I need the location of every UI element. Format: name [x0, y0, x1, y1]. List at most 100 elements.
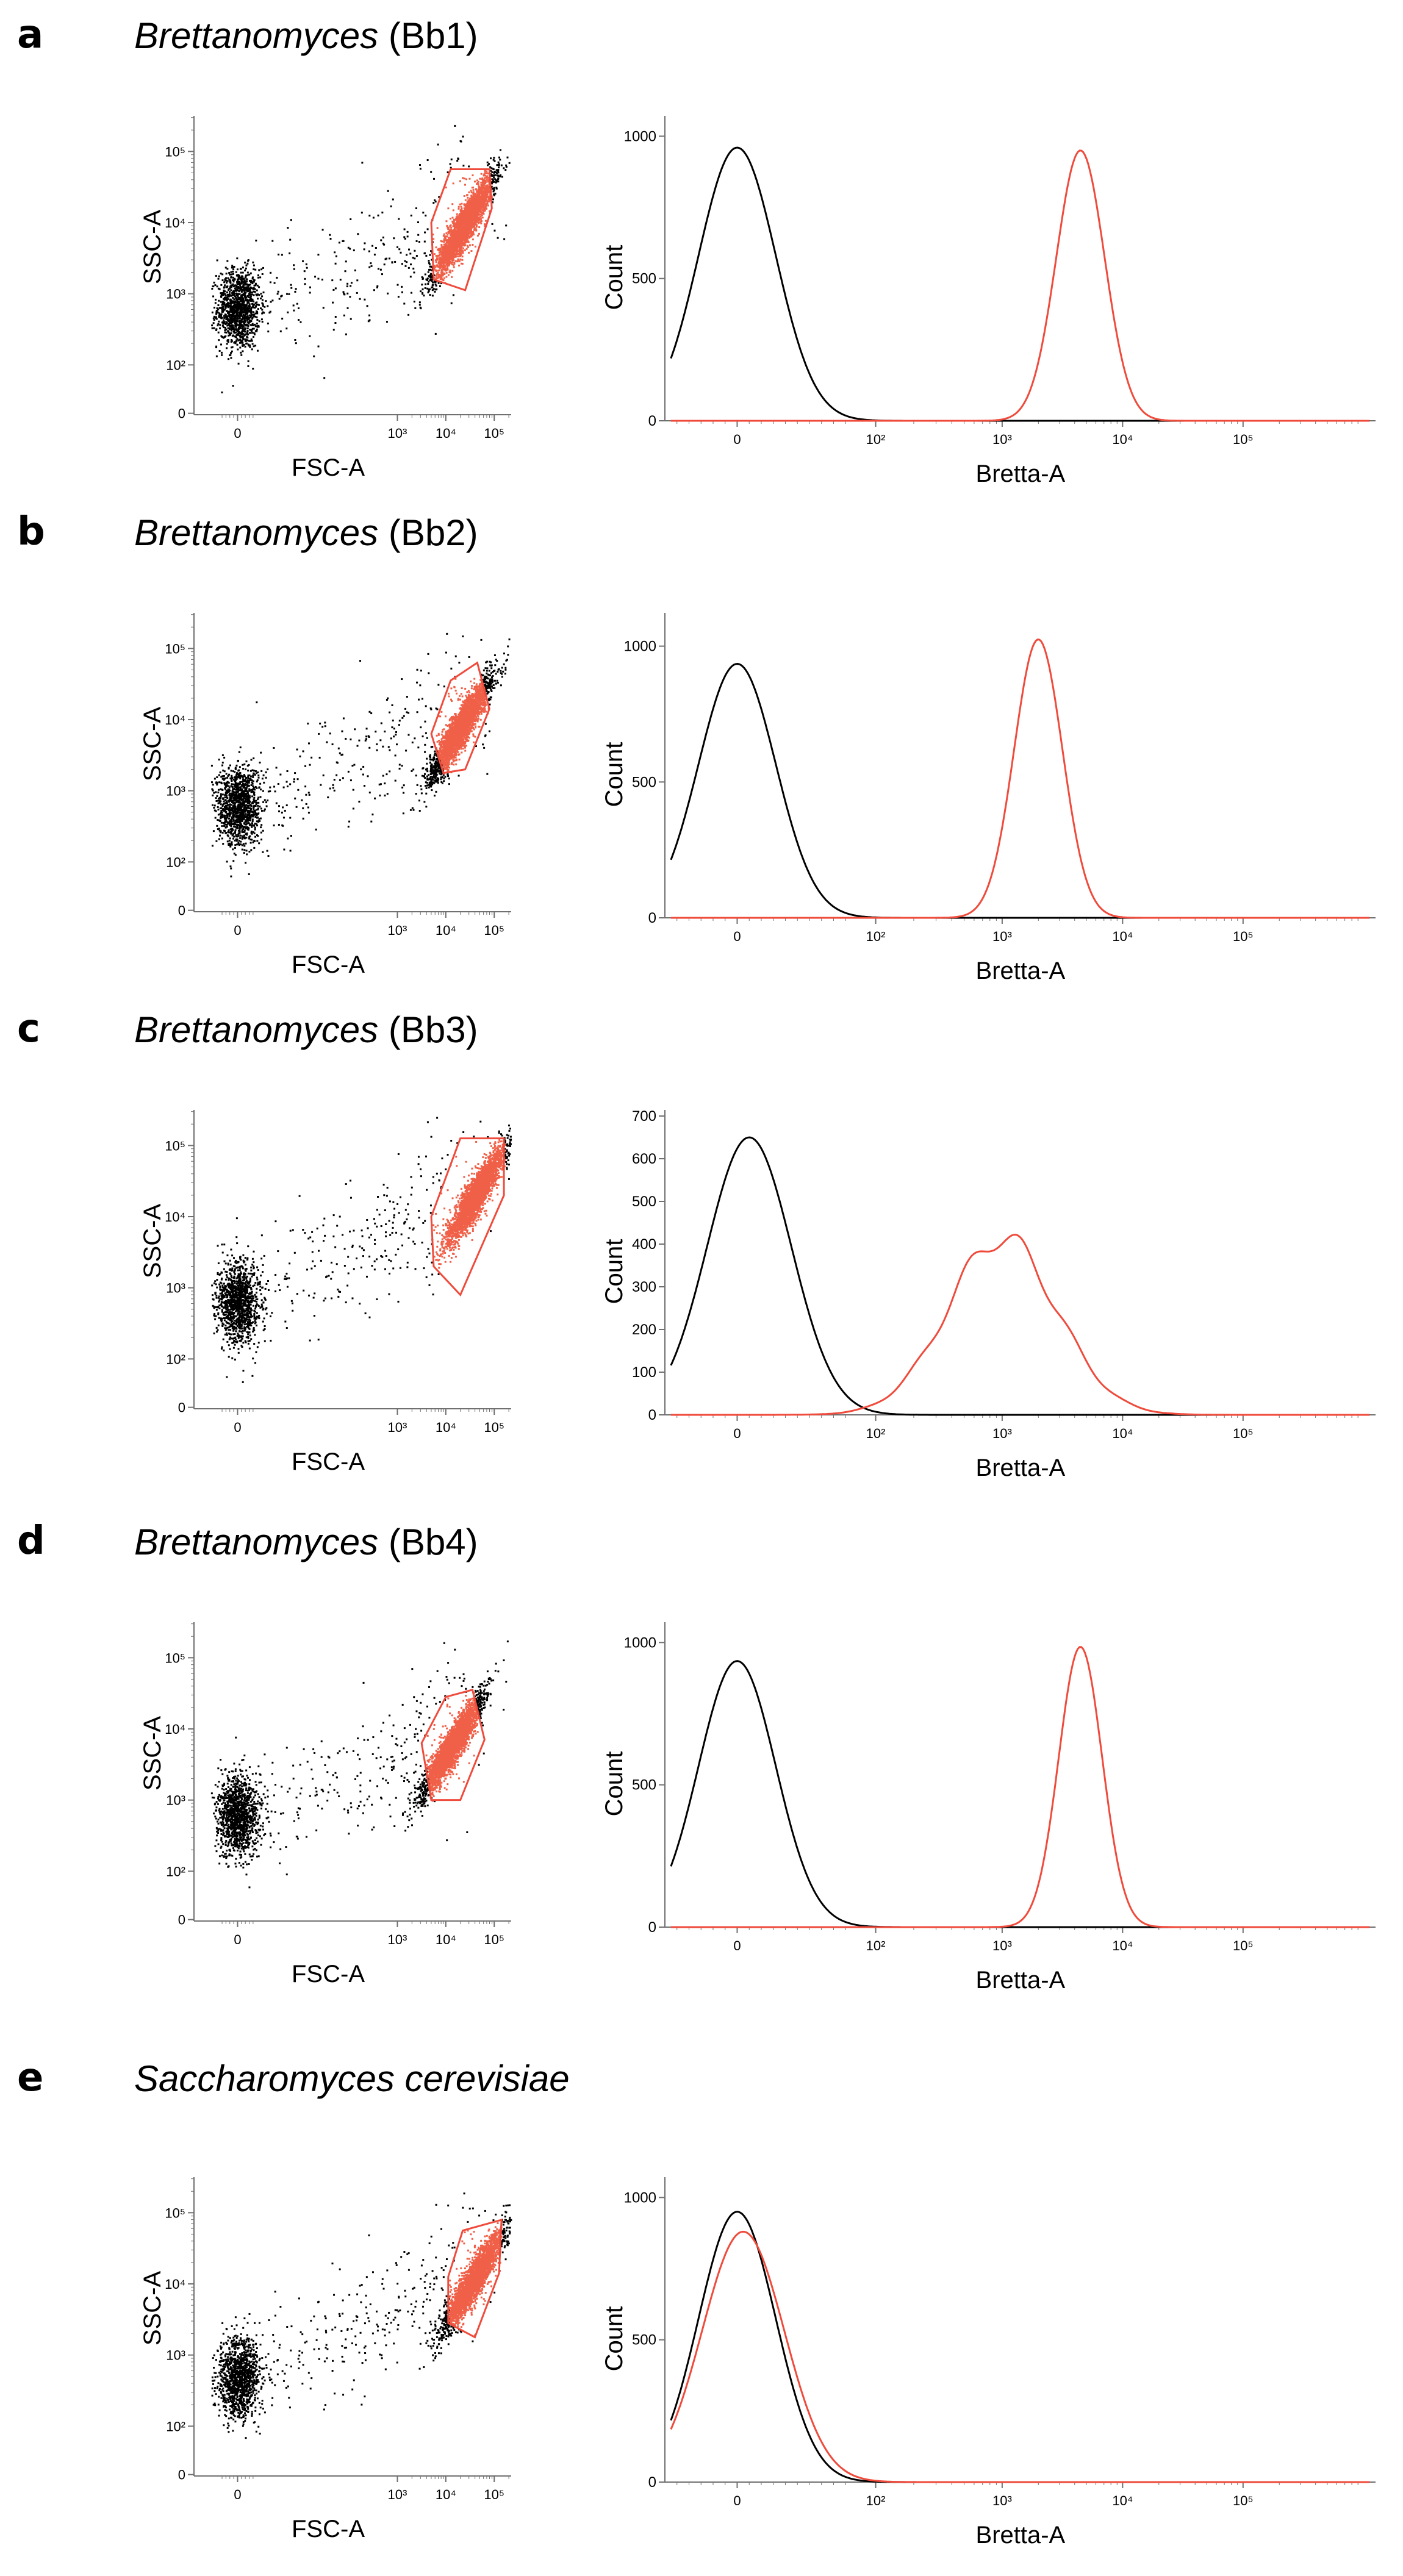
event-point: [253, 290, 255, 293]
gated-event-point: [456, 240, 459, 242]
event-point: [248, 317, 250, 320]
gated-event-point: [445, 237, 447, 240]
gated-event-point: [476, 199, 478, 202]
gated-event-point: [445, 243, 447, 245]
gated-event-point: [458, 260, 461, 262]
event-point: [424, 287, 426, 289]
gated-event-point: [454, 260, 457, 262]
event-point: [231, 310, 234, 312]
gated-event-point: [445, 239, 448, 242]
event-point: [211, 845, 214, 847]
gated-event-point: [439, 250, 442, 252]
gated-event-point: [479, 201, 482, 204]
event-point: [240, 287, 243, 290]
event-point: [450, 302, 453, 304]
event-point: [232, 268, 235, 271]
gated-event-point: [462, 223, 465, 225]
event-point: [253, 268, 255, 271]
event-point: [217, 791, 220, 793]
event-point: [368, 266, 371, 268]
gated-event-point: [478, 203, 480, 206]
event-point: [289, 238, 292, 241]
event-point: [219, 324, 221, 326]
event-point: [366, 305, 368, 307]
event-point: [221, 837, 223, 840]
event-point: [226, 291, 228, 293]
gated-event-point: [481, 216, 484, 219]
event-point: [216, 307, 218, 310]
y-tick-label: 10³: [166, 784, 185, 799]
event-point: [220, 284, 223, 286]
gated-event-point: [449, 270, 451, 272]
event-point: [231, 338, 233, 341]
gated-event-point: [487, 172, 489, 174]
gated-event-point: [459, 245, 461, 247]
gated-event-point: [479, 213, 482, 216]
gated-event-point: [452, 252, 454, 254]
event-point: [248, 284, 250, 286]
event-point: [422, 293, 424, 295]
gated-event-point: [458, 206, 460, 208]
event-point: [429, 268, 432, 271]
event-point: [498, 156, 500, 159]
y-axis-label: Count: [601, 245, 628, 310]
event-point: [241, 309, 243, 311]
event-point: [497, 170, 499, 172]
event-point: [338, 242, 340, 244]
gated-event-point: [469, 232, 472, 234]
gated-event-point: [450, 226, 453, 229]
event-point: [425, 214, 427, 216]
event-point: [220, 301, 222, 303]
gated-event-point: [468, 251, 470, 254]
gated-event-point: [439, 249, 442, 251]
gated-event-point: [464, 228, 466, 231]
event-point: [220, 293, 223, 295]
gated-event-point: [487, 204, 489, 207]
event-point: [245, 342, 248, 345]
event-point: [492, 179, 495, 182]
panel-b: b Brettanomyces (Bb2) 0 10² 10³ 10⁴ 10⁵ 0 10³ 1…: [0, 509, 1403, 997]
gated-event-point: [459, 233, 461, 235]
event-point: [245, 288, 247, 290]
event-point: [256, 284, 259, 287]
event-point: [215, 274, 217, 277]
event-point: [409, 252, 412, 255]
event-point: [242, 297, 244, 299]
event-point: [434, 290, 436, 293]
event-point: [492, 168, 494, 170]
gated-event-point: [472, 238, 474, 241]
gated-event-point: [464, 207, 467, 210]
event-point: [243, 293, 246, 296]
gated-event-point: [452, 240, 454, 243]
event-point: [235, 324, 238, 326]
event-point: [244, 262, 246, 264]
event-point: [335, 255, 337, 257]
gated-event-point: [439, 257, 441, 259]
event-point: [215, 329, 218, 331]
event-point: [434, 332, 437, 335]
gated-event-point: [448, 240, 450, 242]
gated-event-point: [448, 249, 450, 252]
gated-event-point: [461, 215, 463, 217]
gated-event-point: [484, 201, 486, 203]
gated-event-point: [467, 196, 469, 199]
event-point: [218, 288, 221, 290]
gated-event-point: [459, 180, 461, 182]
event-point: [498, 164, 500, 166]
gated-event-point: [436, 273, 438, 276]
event-point: [410, 263, 412, 266]
event-point: [242, 335, 244, 337]
event-point: [261, 312, 264, 315]
gated-event-point: [451, 253, 453, 256]
event-point: [430, 273, 432, 275]
event-point: [245, 276, 247, 279]
gated-event-point: [455, 218, 458, 220]
event-point: [226, 347, 228, 349]
event-point: [243, 288, 245, 290]
x-tick-label: 10⁴: [436, 923, 456, 938]
gated-event-point: [468, 230, 470, 232]
event-point: [245, 274, 248, 277]
gated-event-point: [445, 186, 447, 188]
gated-event-point: [450, 243, 453, 246]
event-point: [211, 287, 214, 290]
